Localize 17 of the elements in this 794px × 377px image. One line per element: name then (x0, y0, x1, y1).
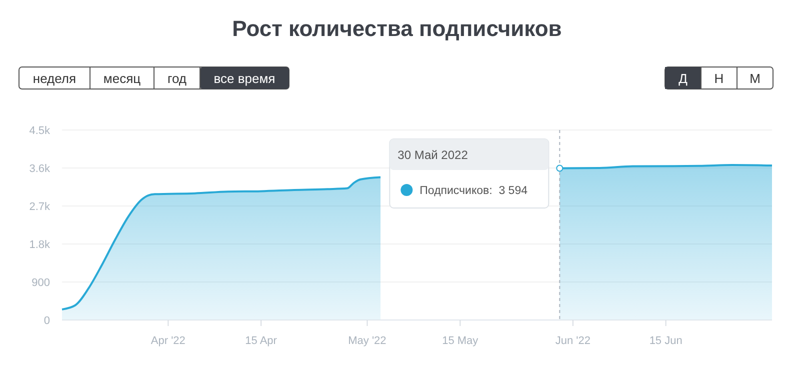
y-tick-label: 900 (32, 277, 50, 289)
y-tick-label: 4.5k (29, 125, 50, 137)
x-tick-label: Apr '22 (150, 335, 186, 347)
chart-title: Рост количества подписчиков (232, 16, 562, 41)
x-tick-label: 15 May (442, 335, 479, 347)
x-tick-label: May '22 (348, 335, 386, 347)
y-tick-label: 1.8k (29, 239, 50, 251)
period-toggle: неделя месяц год все время (18, 66, 290, 90)
x-tick-label: 15 Apr (245, 335, 278, 347)
interval-toggle: Д Н М (664, 66, 774, 90)
annotation: 30 Май 2022 (398, 148, 468, 162)
y-tick-label: 2.7k (29, 201, 50, 213)
y-tick-label: 0 (44, 315, 50, 327)
annotation: Подписчиков: 3 594 (420, 185, 528, 197)
x-tick-label: 15 Jun (649, 335, 682, 347)
x-tick-label: Jun '22 (555, 335, 591, 347)
y-tick-label: 3.6k (29, 163, 50, 175)
